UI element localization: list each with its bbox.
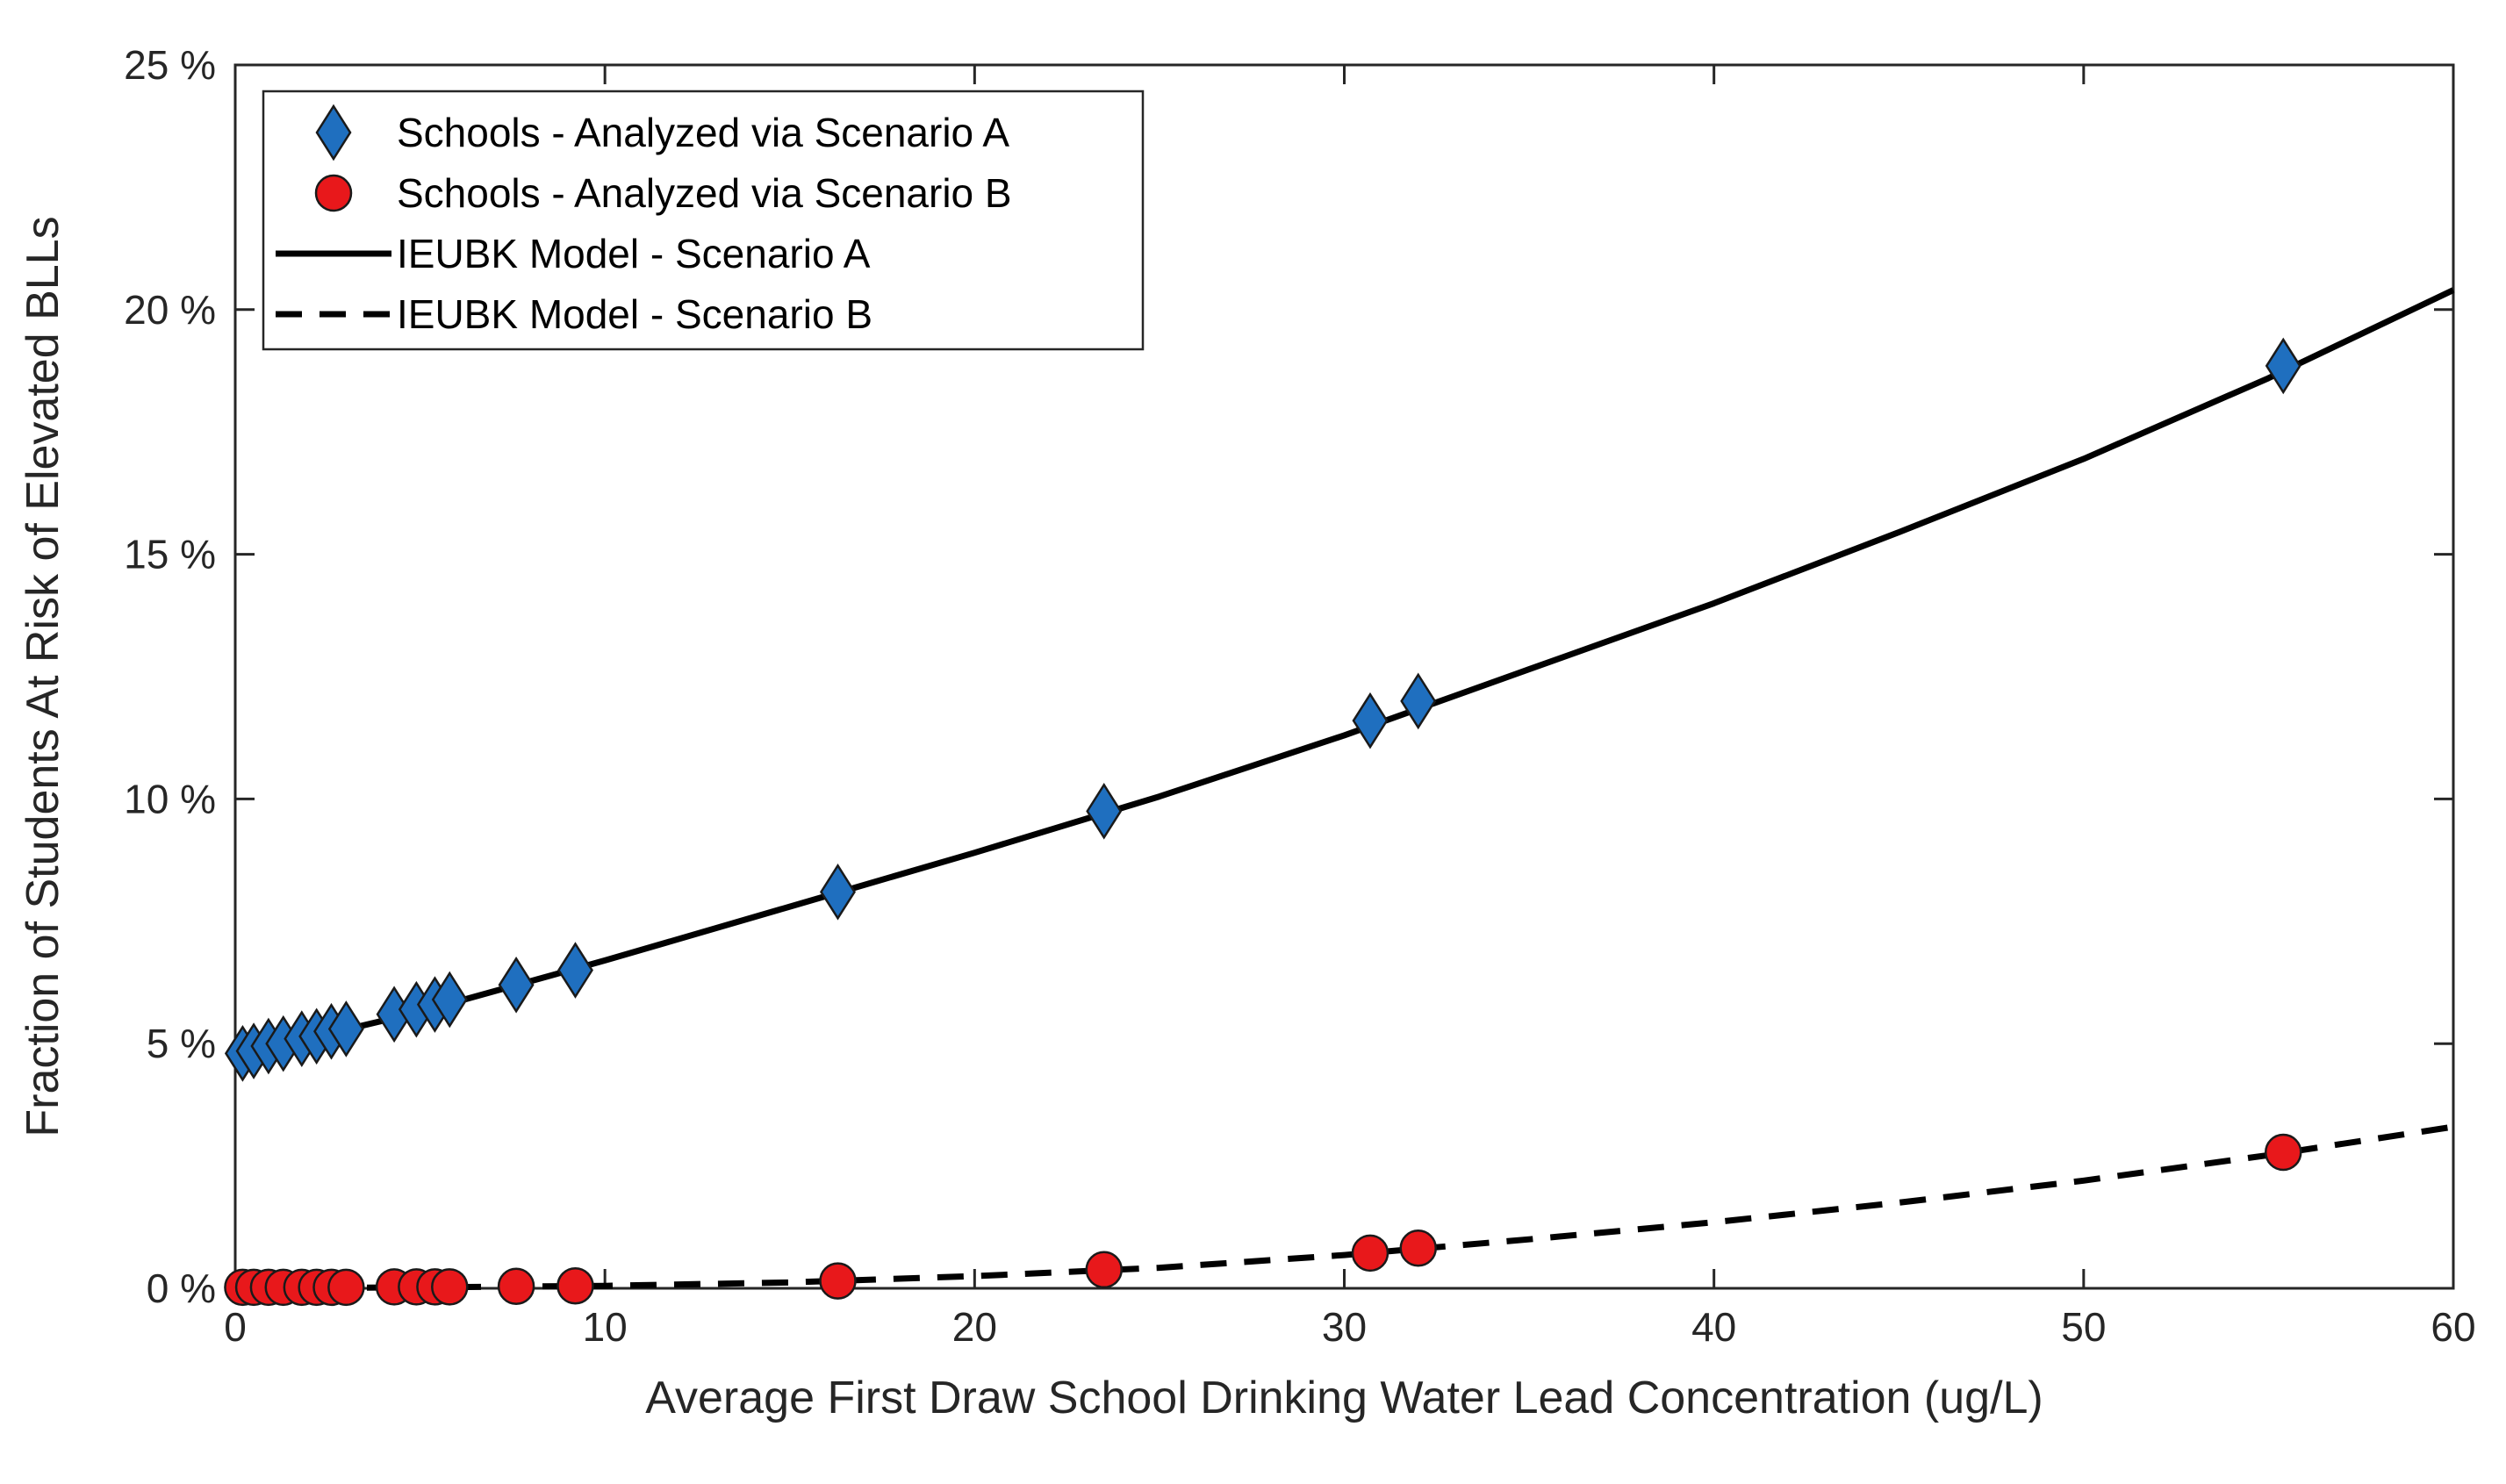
data-markers [224, 337, 2302, 1307]
legend-diamond-swatch [315, 104, 352, 161]
y-axis-label: Fraction of Students At Risk of Elevated… [18, 216, 68, 1136]
scenario-a-point [327, 1000, 364, 1057]
scenario-a-point [820, 864, 856, 921]
model-line-scenario-a [234, 287, 2455, 1059]
scenario-b-point [1399, 1229, 1437, 1267]
legend: Schools - Analyzed via Scenario A Schools… [262, 90, 1145, 351]
model-line-scenario-b [234, 1123, 2454, 1292]
legend-box [262, 90, 1145, 351]
scenario-b-point [1351, 1234, 1389, 1273]
x-tick-label: 30 [1322, 1304, 1367, 1350]
x-tick-label: 60 [2431, 1304, 2475, 1350]
legend-label: IEUBK Model - Scenario A [397, 231, 871, 276]
scenario-b-point [1085, 1251, 1123, 1289]
scenario-b-point [431, 1268, 469, 1306]
scenario-a-point [1352, 692, 1389, 749]
y-tick-label: 5 % [147, 1021, 216, 1066]
x-axis-label: Average First Draw School Drinking Water… [645, 1373, 2043, 1423]
y-tick-label: 0 % [147, 1265, 216, 1311]
scenario-b-point [2265, 1133, 2302, 1172]
x-tick-label: 20 [952, 1304, 997, 1350]
x-tick-label: 40 [1691, 1304, 1736, 1350]
legend-circle-swatch [314, 174, 353, 212]
x-tick-label: 50 [2061, 1304, 2106, 1350]
y-tick-label: 10 % [124, 776, 216, 821]
scenario-b-point [819, 1262, 857, 1300]
legend-label: IEUBK Model - Scenario B [397, 291, 872, 337]
scenario-a-point [556, 942, 593, 999]
x-tick-label: 0 [224, 1304, 247, 1350]
legend-label: Schools - Analyzed via Scenario A [397, 110, 1009, 155]
scenario-a-point [1086, 783, 1123, 840]
scenario-b-point [497, 1267, 535, 1306]
legend-label: Schools - Analyzed via Scenario B [397, 170, 1012, 216]
y-tick-label: 25 % [124, 42, 216, 88]
scenario-a-point [431, 971, 468, 1029]
ticks: 0 10 20 30 40 50 60 0 % 5 % 10 % 15 % 20 % 25 % [124, 42, 2475, 1350]
scenario-b-point [556, 1266, 594, 1305]
model-lines [234, 287, 2455, 1292]
scenario-a-point [2265, 337, 2301, 395]
y-tick-label: 15 % [124, 532, 216, 577]
x-tick-label: 10 [583, 1304, 628, 1350]
scenario-a-point [498, 956, 535, 1014]
y-tick-label: 20 % [124, 287, 216, 333]
scenario-b-point [327, 1268, 365, 1307]
scenario-a-point [1400, 672, 1437, 730]
